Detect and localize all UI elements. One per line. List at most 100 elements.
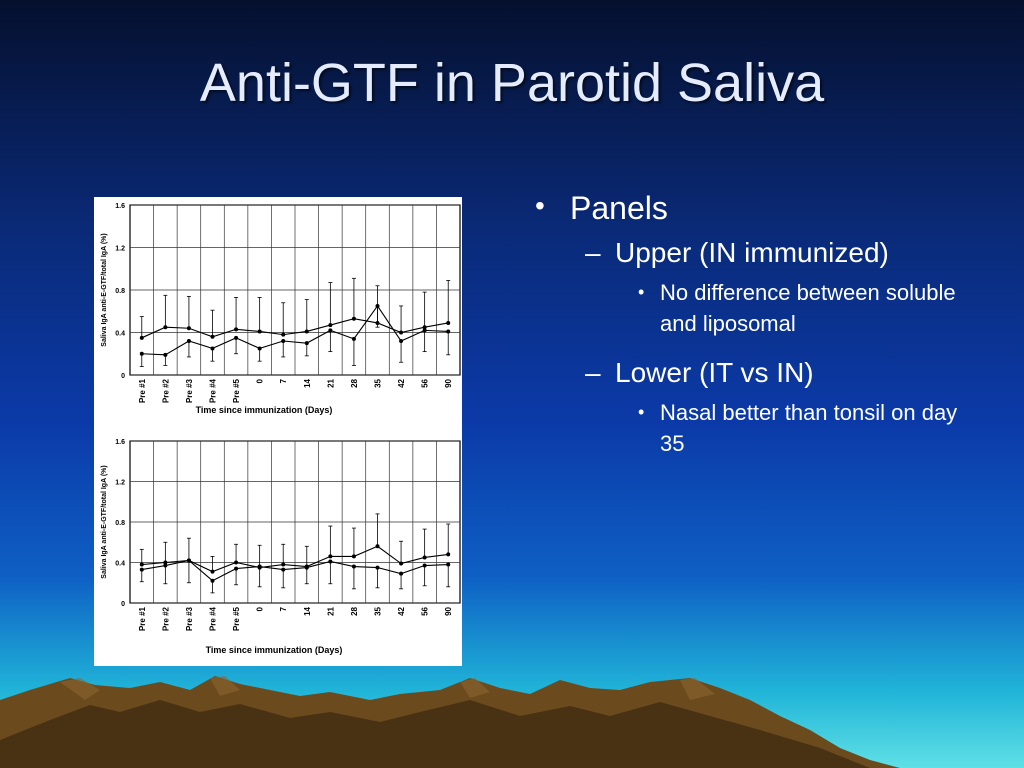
dash-icon: – bbox=[585, 237, 601, 268]
x-tick-label: 7 bbox=[279, 378, 288, 383]
data-point bbox=[234, 566, 239, 571]
bullet-upper-detail: • No difference between soluble and lipo… bbox=[530, 277, 960, 339]
data-point bbox=[163, 352, 168, 357]
x-tick-label: 35 bbox=[374, 606, 383, 615]
series-line bbox=[141, 559, 449, 582]
data-point bbox=[304, 565, 309, 570]
y-axis-label: Saliva IgA anti-E-GTF/total IgA (%) bbox=[101, 465, 108, 578]
data-point bbox=[375, 565, 380, 570]
data-point bbox=[139, 335, 144, 340]
y-tick-label: 0 bbox=[121, 373, 125, 380]
y-axis-label: Saliva IgA anti-E-GTF/total IgA (%) bbox=[101, 233, 108, 346]
data-point bbox=[446, 552, 451, 557]
bullet-upper-detail-text: No difference between soluble and liposo… bbox=[660, 280, 956, 336]
bullet-lower: – Lower (IT vs IN) bbox=[530, 357, 990, 389]
data-point bbox=[399, 339, 404, 343]
x-axis-label: Time since immunization (Days) bbox=[196, 405, 333, 415]
x-tick-label: Pre #3 bbox=[185, 378, 194, 403]
data-point bbox=[399, 330, 404, 335]
data-point bbox=[328, 559, 333, 564]
slide-title: Anti-GTF in Parotid Saliva bbox=[199, 53, 825, 113]
data-point bbox=[446, 329, 451, 334]
data-point bbox=[422, 328, 427, 333]
bullet-dot-icon: • bbox=[638, 402, 645, 422]
data-point bbox=[186, 558, 191, 563]
data-point bbox=[281, 567, 286, 572]
x-tick-label: 21 bbox=[326, 606, 335, 615]
x-tick-label: 0 bbox=[256, 606, 265, 611]
y-tick-label: 0.8 bbox=[115, 288, 125, 295]
x-tick-label: 28 bbox=[350, 378, 359, 387]
x-tick-label: Pre #2 bbox=[161, 378, 170, 403]
data-point bbox=[257, 564, 262, 569]
y-tick-label: 0.4 bbox=[115, 331, 125, 338]
data-point bbox=[234, 560, 239, 565]
y-tick-label: 1.2 bbox=[115, 480, 125, 487]
x-tick-label: 56 bbox=[421, 606, 430, 615]
x-tick-label: 42 bbox=[397, 378, 406, 387]
chart-svg: 0 0.4 0.8 1.2 1.6 Saliva IgA anti-E-GTF/total… bbox=[101, 203, 461, 655]
bullet-list: • Panels – Upper (IN immunized) • No dif… bbox=[530, 190, 990, 477]
bullet-panels-text: Panels bbox=[570, 190, 668, 226]
data-point bbox=[139, 351, 144, 356]
bullet-dot-icon: • bbox=[535, 190, 545, 221]
x-tick-label: 7 bbox=[279, 606, 288, 611]
data-point bbox=[210, 346, 215, 351]
data-point bbox=[304, 329, 309, 334]
data-point bbox=[446, 562, 451, 567]
data-point bbox=[328, 328, 333, 333]
y-tick-label: 0.8 bbox=[115, 520, 125, 527]
data-point bbox=[422, 555, 427, 560]
series-line bbox=[141, 545, 449, 573]
y-tick-label: 1.2 bbox=[115, 246, 125, 253]
y-tick-label: 0.4 bbox=[115, 561, 125, 568]
y-tick-label: 0 bbox=[121, 601, 125, 608]
data-point bbox=[375, 303, 380, 308]
x-tick-label: 90 bbox=[444, 378, 453, 387]
bullet-panels: • Panels bbox=[530, 190, 990, 227]
data-point bbox=[399, 571, 404, 576]
data-point bbox=[351, 554, 356, 559]
data-point bbox=[328, 554, 333, 559]
bullet-dot-icon: • bbox=[638, 282, 645, 302]
data-point bbox=[281, 339, 286, 343]
data-point bbox=[234, 327, 239, 332]
data-point bbox=[446, 320, 451, 325]
x-tick-label: 28 bbox=[350, 606, 359, 615]
x-tick-label: Pre #1 bbox=[138, 378, 147, 403]
data-point bbox=[139, 562, 144, 567]
x-tick-label: Pre #4 bbox=[209, 378, 218, 403]
data-point bbox=[210, 569, 215, 574]
x-tick-label: Pre #5 bbox=[232, 378, 241, 403]
mountain-shadow bbox=[0, 700, 870, 768]
x-tick-label: Pre #3 bbox=[185, 606, 194, 631]
data-point bbox=[399, 561, 404, 566]
series-line bbox=[141, 304, 449, 356]
data-point bbox=[351, 336, 356, 341]
data-point bbox=[257, 346, 262, 351]
data-point bbox=[375, 544, 380, 549]
data-point bbox=[351, 316, 356, 321]
y-tick-label: 1.6 bbox=[115, 439, 125, 446]
data-point bbox=[163, 325, 168, 330]
data-point bbox=[163, 560, 168, 565]
x-tick-label: 35 bbox=[374, 378, 383, 387]
x-tick-label: 21 bbox=[326, 378, 335, 387]
data-point bbox=[257, 329, 262, 334]
x-tick-label: 14 bbox=[303, 378, 312, 387]
bullet-lower-detail: • Nasal better than tonsil on day 35 bbox=[530, 397, 960, 459]
x-tick-label: Pre #5 bbox=[232, 606, 241, 631]
x-axis-label: Time since immunization (Days) bbox=[206, 645, 343, 655]
x-tick-label: Pre #4 bbox=[209, 606, 218, 631]
chart-figure: 0 0.4 0.8 1.2 1.6 Saliva IgA anti-E-GTF/total… bbox=[94, 197, 462, 666]
x-tick-label: 0 bbox=[256, 378, 265, 383]
mountain-highlight bbox=[60, 676, 715, 700]
x-tick-label: 90 bbox=[444, 606, 453, 615]
data-point bbox=[163, 563, 168, 568]
data-point bbox=[234, 335, 239, 340]
x-tick-label: Pre #1 bbox=[138, 606, 147, 631]
data-point bbox=[422, 563, 427, 568]
series-line bbox=[141, 318, 449, 339]
y-tick-label: 1.6 bbox=[115, 203, 125, 210]
x-tick-label: Pre #2 bbox=[161, 606, 170, 631]
